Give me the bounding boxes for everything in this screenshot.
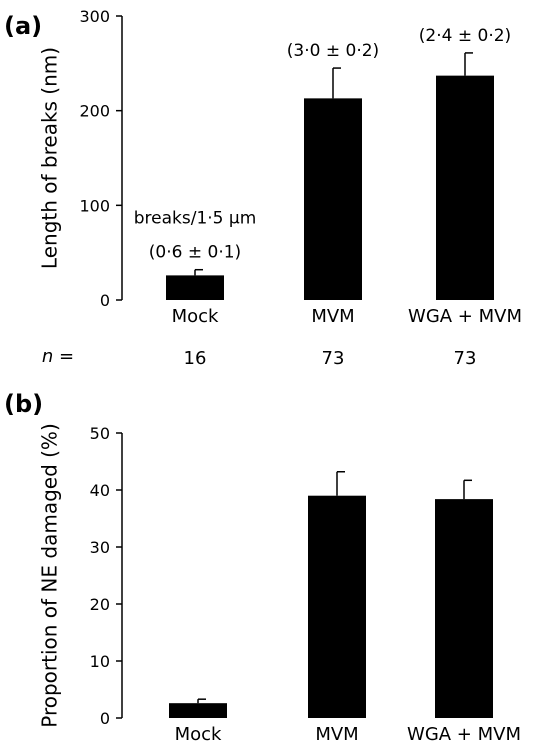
bar xyxy=(435,499,493,718)
category-label: MVM xyxy=(311,306,354,327)
n-value: 16 xyxy=(184,348,207,369)
bar-annotation: (0·6 ± 0·1) xyxy=(149,243,241,263)
panel-a-n-values: 16 73 73 xyxy=(184,348,477,369)
category-label: Mock xyxy=(175,724,222,745)
bar xyxy=(169,703,227,718)
y-tick-label: 100 xyxy=(79,196,110,215)
panel-a-y-axis-label: Length of breaks (nm) xyxy=(38,47,62,269)
bar-annotation: (3·0 ± 0·2) xyxy=(287,41,379,61)
y-tick-label: 50 xyxy=(90,424,110,443)
panel-a: (a) Length of breaks (nm) 0 100 200 300 Moc… xyxy=(4,7,522,369)
panel-a-bar-annotations: (0·6 ± 0·1) (3·0 ± 0·2) (2·4 ± 0·2) xyxy=(149,26,511,263)
panel-b-category-labels: Mock MVM WGA + MVM xyxy=(175,724,521,745)
y-tick-label: 40 xyxy=(90,481,110,500)
bar xyxy=(436,75,494,300)
panel-b-bars xyxy=(169,471,493,718)
panel-b-y-axis-label: Proportion of NE damaged (%) xyxy=(38,423,62,728)
panel-a-annotation-title: breaks/1·5 µm xyxy=(134,209,257,229)
category-label: WGA + MVM xyxy=(407,724,521,745)
y-tick-label: 0 xyxy=(100,709,110,728)
n-value: 73 xyxy=(454,348,477,369)
y-tick-label: 30 xyxy=(90,538,110,557)
category-label: WGA + MVM xyxy=(408,306,522,327)
bar-annotation: (2·4 ± 0·2) xyxy=(419,26,511,46)
panel-a-bars xyxy=(166,52,494,300)
y-tick-label: 200 xyxy=(79,102,110,121)
panel-b: (b) Proportion of NE damaged (%) 0 10 20 30… xyxy=(4,390,521,745)
panel-a-category-labels: Mock MVM WGA + MVM xyxy=(172,306,522,327)
panel-b-y-ticks: 0 10 20 30 40 50 xyxy=(90,424,122,728)
y-tick-label: 300 xyxy=(79,7,110,26)
bar xyxy=(304,98,362,300)
panel-a-y-ticks: 0 100 200 300 xyxy=(79,7,122,310)
y-tick-label: 10 xyxy=(90,652,110,671)
panel-a-n-label: n = xyxy=(42,346,74,367)
bar xyxy=(308,495,366,718)
panel-a-label: (a) xyxy=(4,12,42,40)
y-tick-label: 20 xyxy=(90,595,110,614)
y-tick-label: 0 xyxy=(100,291,110,310)
category-label: Mock xyxy=(172,306,219,327)
category-label: MVM xyxy=(315,724,358,745)
panel-b-label: (b) xyxy=(4,390,43,418)
n-value: 73 xyxy=(322,348,345,369)
bar xyxy=(166,275,224,300)
